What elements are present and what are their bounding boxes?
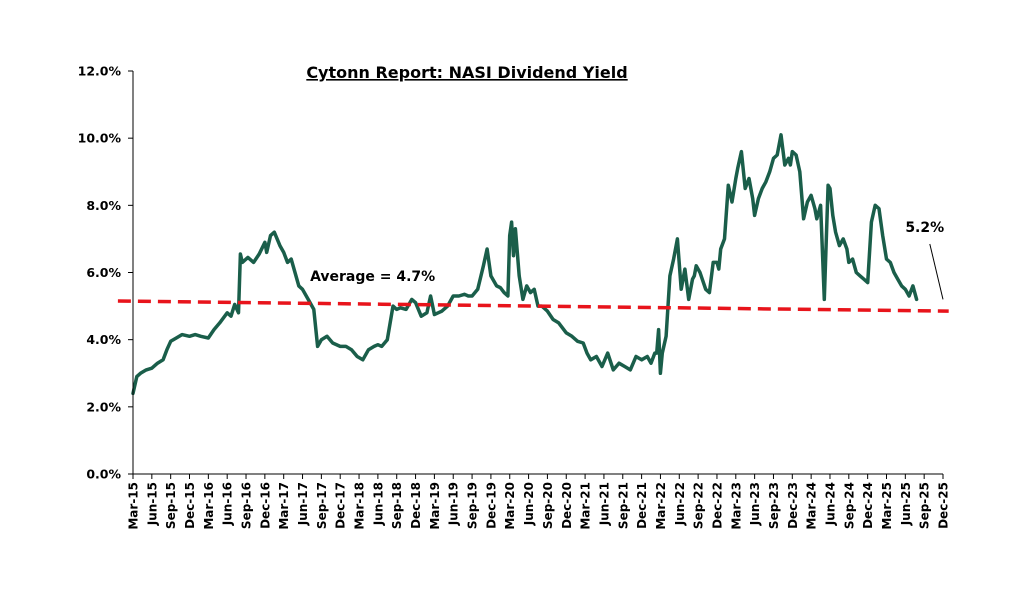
x-tick-label: Dec-19	[484, 482, 498, 529]
x-tick-label: Sep-15	[164, 482, 178, 529]
x-tick-label: Jun-25	[899, 482, 913, 526]
x-tick-label: Sep-20	[541, 482, 555, 529]
x-tick-label: Jun-18	[371, 482, 385, 526]
average-label: Average = 4.7%	[310, 269, 435, 285]
x-tick-label: Sep-16	[240, 482, 254, 529]
plot-area	[117, 133, 949, 396]
x-axis: Mar-15 Jun-15 Sep-15 Dec-15 Mar-16 Jun-16 Sep-…	[127, 473, 951, 530]
x-tick-label: Dec-21	[635, 482, 649, 529]
x-tick-label: Dec-23	[786, 482, 800, 529]
latest-value-label: 5.2%	[905, 220, 944, 236]
x-tick-label: Sep-19	[466, 482, 480, 529]
y-tick-label: 2.0%	[86, 399, 121, 414]
x-tick-label: Jun-24	[823, 482, 837, 526]
x-tick-label: Mar-21	[579, 482, 593, 530]
x-tick-label: Dec-18	[409, 482, 423, 529]
x-tick-label: Dec-16	[258, 482, 272, 529]
y-tick-label: 8.0%	[86, 198, 121, 213]
x-tick-label: Dec-24	[861, 482, 875, 529]
x-tick-label: Sep-21	[616, 482, 630, 529]
x-tick-label: Jun-17	[296, 482, 310, 526]
x-tick-label: Sep-25	[918, 482, 932, 529]
y-axis: 0.0% 2.0% 4.0% 6.0% 8.0% 10.0% 12.0%	[78, 64, 134, 482]
dividend-yield-line	[131, 133, 919, 396]
x-tick-label: Jun-20	[522, 482, 536, 526]
x-tick-label: Jun-21	[597, 482, 611, 526]
x-tick-label: Sep-22	[692, 482, 706, 529]
x-tick-label: Dec-17	[334, 482, 348, 529]
x-tick-label: Jun-23	[748, 482, 762, 526]
y-tick-label: 12.0%	[78, 64, 122, 79]
x-tick-label: Mar-17	[277, 482, 291, 530]
x-tick-label: Sep-24	[842, 482, 856, 529]
x-tick-label: Mar-15	[127, 482, 141, 530]
x-tick-label: Jun-22	[673, 482, 687, 526]
x-tick-label: Jun-16	[221, 482, 235, 526]
x-tick-label: Mar-22	[654, 482, 668, 530]
chart-title: Cytonn Report: NASI Dividend Yield	[306, 63, 627, 82]
x-tick-label: Mar-16	[202, 482, 216, 530]
x-tick-label: Dec-25	[937, 482, 951, 529]
x-tick-label: Sep-23	[767, 482, 781, 529]
x-tick-label: Mar-18	[353, 482, 367, 530]
x-tick-label: Sep-17	[315, 482, 329, 529]
x-tick-label: Mar-20	[503, 482, 517, 530]
x-tick-label: Dec-15	[183, 482, 197, 529]
y-tick-label: 10.0%	[78, 131, 122, 146]
x-tick-label: Dec-22	[710, 482, 724, 529]
y-tick-label: 6.0%	[86, 265, 121, 280]
x-tick-label: Sep-18	[390, 482, 404, 529]
x-tick-label: Jun-15	[145, 482, 159, 526]
y-tick-label: 0.0%	[86, 467, 121, 482]
y-tick-label: 4.0%	[86, 332, 121, 347]
x-tick-label: Mar-24	[805, 482, 819, 530]
x-tick-label: Mar-19	[428, 482, 442, 530]
average-line	[117, 299, 949, 313]
x-tick-label: Jun-19	[447, 482, 461, 526]
annotations: Average = 4.7% 5.2%	[310, 220, 944, 300]
x-tick-label: Dec-20	[560, 482, 574, 529]
x-tick-label: Mar-23	[729, 482, 743, 530]
x-tick-label: Mar-25	[880, 482, 894, 530]
latest-value-leader-line	[929, 243, 944, 300]
